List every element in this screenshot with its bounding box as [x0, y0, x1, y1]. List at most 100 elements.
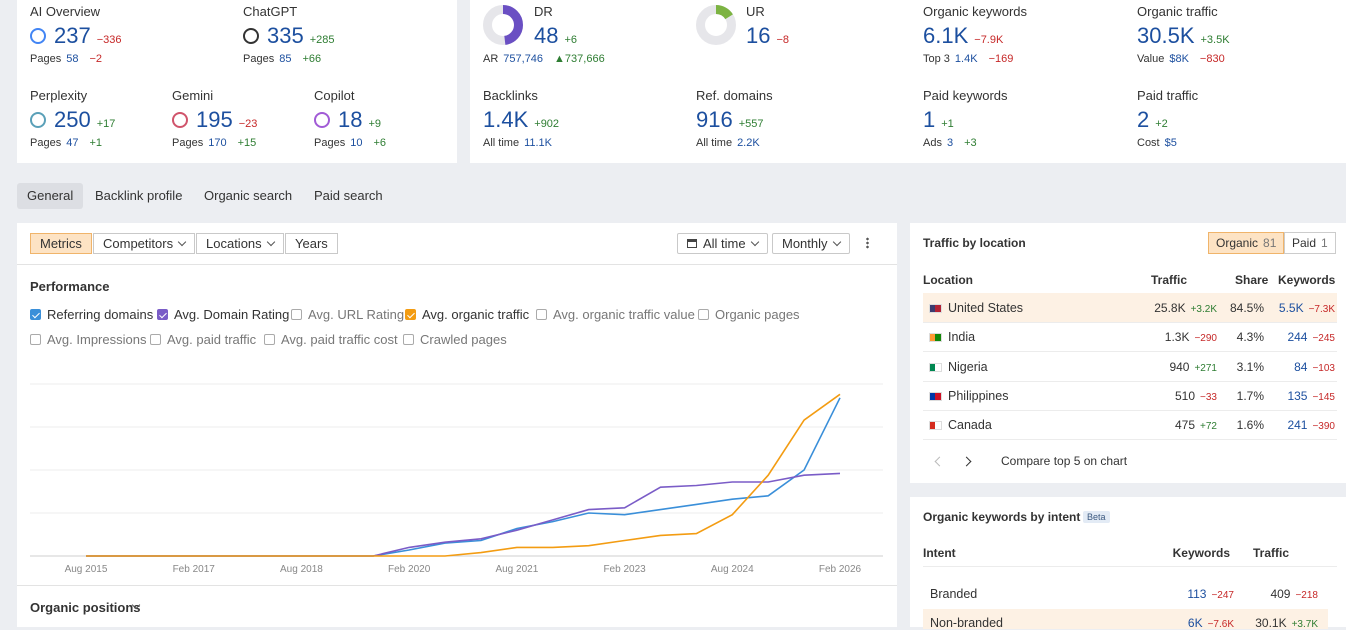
metric-value: 916	[696, 107, 733, 132]
toggle[interactable]: Organic 81	[1208, 232, 1285, 254]
checkbox[interactable]: Avg. organic traffic value	[536, 307, 695, 322]
metric-value-row: 1 +1	[923, 107, 1008, 133]
button-label: Locations	[206, 236, 262, 251]
checkbox-label: Organic pages	[715, 307, 800, 322]
traffic-value: 409	[1270, 587, 1291, 601]
sub-label: All time	[483, 137, 520, 149]
toolbar-button[interactable]: All time	[677, 233, 768, 254]
compare-link[interactable]: Compare top 5 on chart	[1001, 454, 1128, 468]
keywords-value: 84	[1294, 359, 1308, 374]
metric-label: AI Overview	[30, 4, 101, 19]
country: United States	[948, 301, 1024, 315]
panel-title: Traffic by location	[923, 236, 1026, 250]
tab[interactable]: Paid search	[314, 188, 383, 203]
box	[150, 334, 161, 345]
series-line	[86, 472, 841, 557]
toolbar-button[interactable]: Locations	[196, 233, 284, 254]
metric-label: Organic keywords	[923, 4, 1028, 19]
checkbox[interactable]: Organic pages	[698, 307, 800, 322]
checkbox[interactable]: Avg. paid traffic	[150, 332, 256, 347]
checkbox-label: Avg. organic traffic value	[553, 307, 695, 322]
toolbar-button[interactable]: Competitors	[93, 233, 196, 254]
metric-value: 6.1K	[923, 23, 969, 48]
metric-label: UR	[746, 4, 765, 19]
share: 4.3%	[1236, 330, 1264, 345]
keywords-delta: −247	[1211, 590, 1234, 601]
tab[interactable]: Organic search	[204, 188, 293, 203]
sub-delta: −2	[89, 53, 102, 65]
metric-label: Organic traffic	[1137, 4, 1218, 19]
column-header: Keywords	[1172, 546, 1230, 560]
metric-value-row: 16 −8	[746, 23, 789, 49]
button-label: Competitors	[103, 236, 174, 251]
keywords-value: 241	[1287, 418, 1308, 433]
metric: Paid keywords 1 +1 Ads 3 +3	[923, 88, 1008, 149]
sub-delta: −830	[1199, 53, 1225, 65]
checkbox-label: Crawled pages	[420, 332, 507, 347]
checkbox[interactable]: Avg. paid traffic cost	[264, 332, 398, 347]
tab[interactable]: General	[17, 183, 84, 209]
sub-value: $8K	[1169, 53, 1189, 65]
metric-delta: +2	[1155, 118, 1168, 130]
traffic-value: 510	[1175, 388, 1196, 403]
metric-delta: +3.5K	[1200, 34, 1230, 46]
metric-value-row: 1.4K +902	[483, 107, 559, 133]
row-highlight	[923, 293, 1337, 322]
checkbox[interactable]: Avg. URL Rating	[291, 307, 404, 322]
toggle[interactable]: Paid 1	[1284, 232, 1336, 254]
section-title: Performance	[30, 279, 110, 294]
keywords-delta: −7.3K	[1308, 304, 1335, 315]
flag	[929, 304, 942, 313]
divider	[17, 585, 897, 586]
metric-delta: +557	[738, 118, 764, 130]
metric: Paid traffic 2 +2 Cost $5	[1137, 88, 1198, 149]
sub-value: $5	[1164, 137, 1177, 149]
sub-label: Value	[1137, 53, 1165, 65]
gauge-arc	[696, 5, 736, 45]
sub-label: Top 3	[923, 53, 950, 65]
toolbar-button[interactable]: Years	[285, 233, 338, 254]
metric-label: Copilot	[314, 88, 355, 103]
toolbar-button[interactable]: Metrics	[30, 233, 92, 254]
toolbar-button[interactable]: Monthly	[772, 233, 850, 254]
keywords-delta: −245	[1312, 333, 1335, 345]
checkbox[interactable]: Referring domains	[30, 307, 153, 322]
box	[264, 334, 275, 345]
metric-value: 1	[923, 107, 936, 132]
checkbox[interactable]: Avg. organic traffic	[405, 307, 529, 322]
metric-value: 237	[54, 23, 91, 48]
metric: DR 48 +6	[534, 4, 577, 49]
country: Nigeria	[948, 359, 988, 374]
sub-value: 47	[66, 137, 79, 149]
share: 84.5%	[1229, 301, 1264, 315]
traffic-value: 1.3K	[1164, 330, 1190, 345]
checkbox[interactable]: Avg. Domain Rating	[157, 307, 289, 322]
row-line	[923, 566, 1337, 567]
metrics-panel	[470, 0, 1346, 163]
keywords: 244 −245	[1287, 330, 1335, 344]
x-tick-label: Aug 2018	[280, 564, 323, 575]
section-title[interactable]: Organic positions	[30, 600, 141, 615]
column-header: Share	[1235, 273, 1269, 287]
traffic-delta: −218	[1295, 590, 1318, 601]
box	[698, 309, 709, 320]
traffic: 409 −218	[1270, 587, 1318, 601]
sub-value: 1.4K	[954, 53, 978, 65]
metric-label: Gemini	[172, 88, 214, 103]
metric: Organic keywords 6.1K −7.9K Top 3 1.4K −169	[923, 4, 1027, 65]
metric-delta: +17	[96, 118, 116, 130]
kebab[interactable]	[866, 237, 869, 249]
metric-sub: Top 3 1.4K −169	[923, 53, 1027, 65]
box	[403, 334, 414, 345]
x-tick-label: Aug 2024	[711, 564, 754, 575]
tab[interactable]: Backlink profile	[95, 188, 183, 203]
checkbox[interactable]: Crawled pages	[403, 332, 507, 347]
checkbox-label: Referring domains	[47, 307, 154, 322]
metric-delta: −23	[238, 118, 258, 130]
checkbox-label: Avg. Domain Rating	[174, 307, 290, 322]
badge: Beta	[1083, 511, 1110, 523]
checkbox-label: Avg. paid traffic cost	[281, 332, 398, 347]
checkbox[interactable]: Avg. Impressions	[30, 332, 146, 347]
